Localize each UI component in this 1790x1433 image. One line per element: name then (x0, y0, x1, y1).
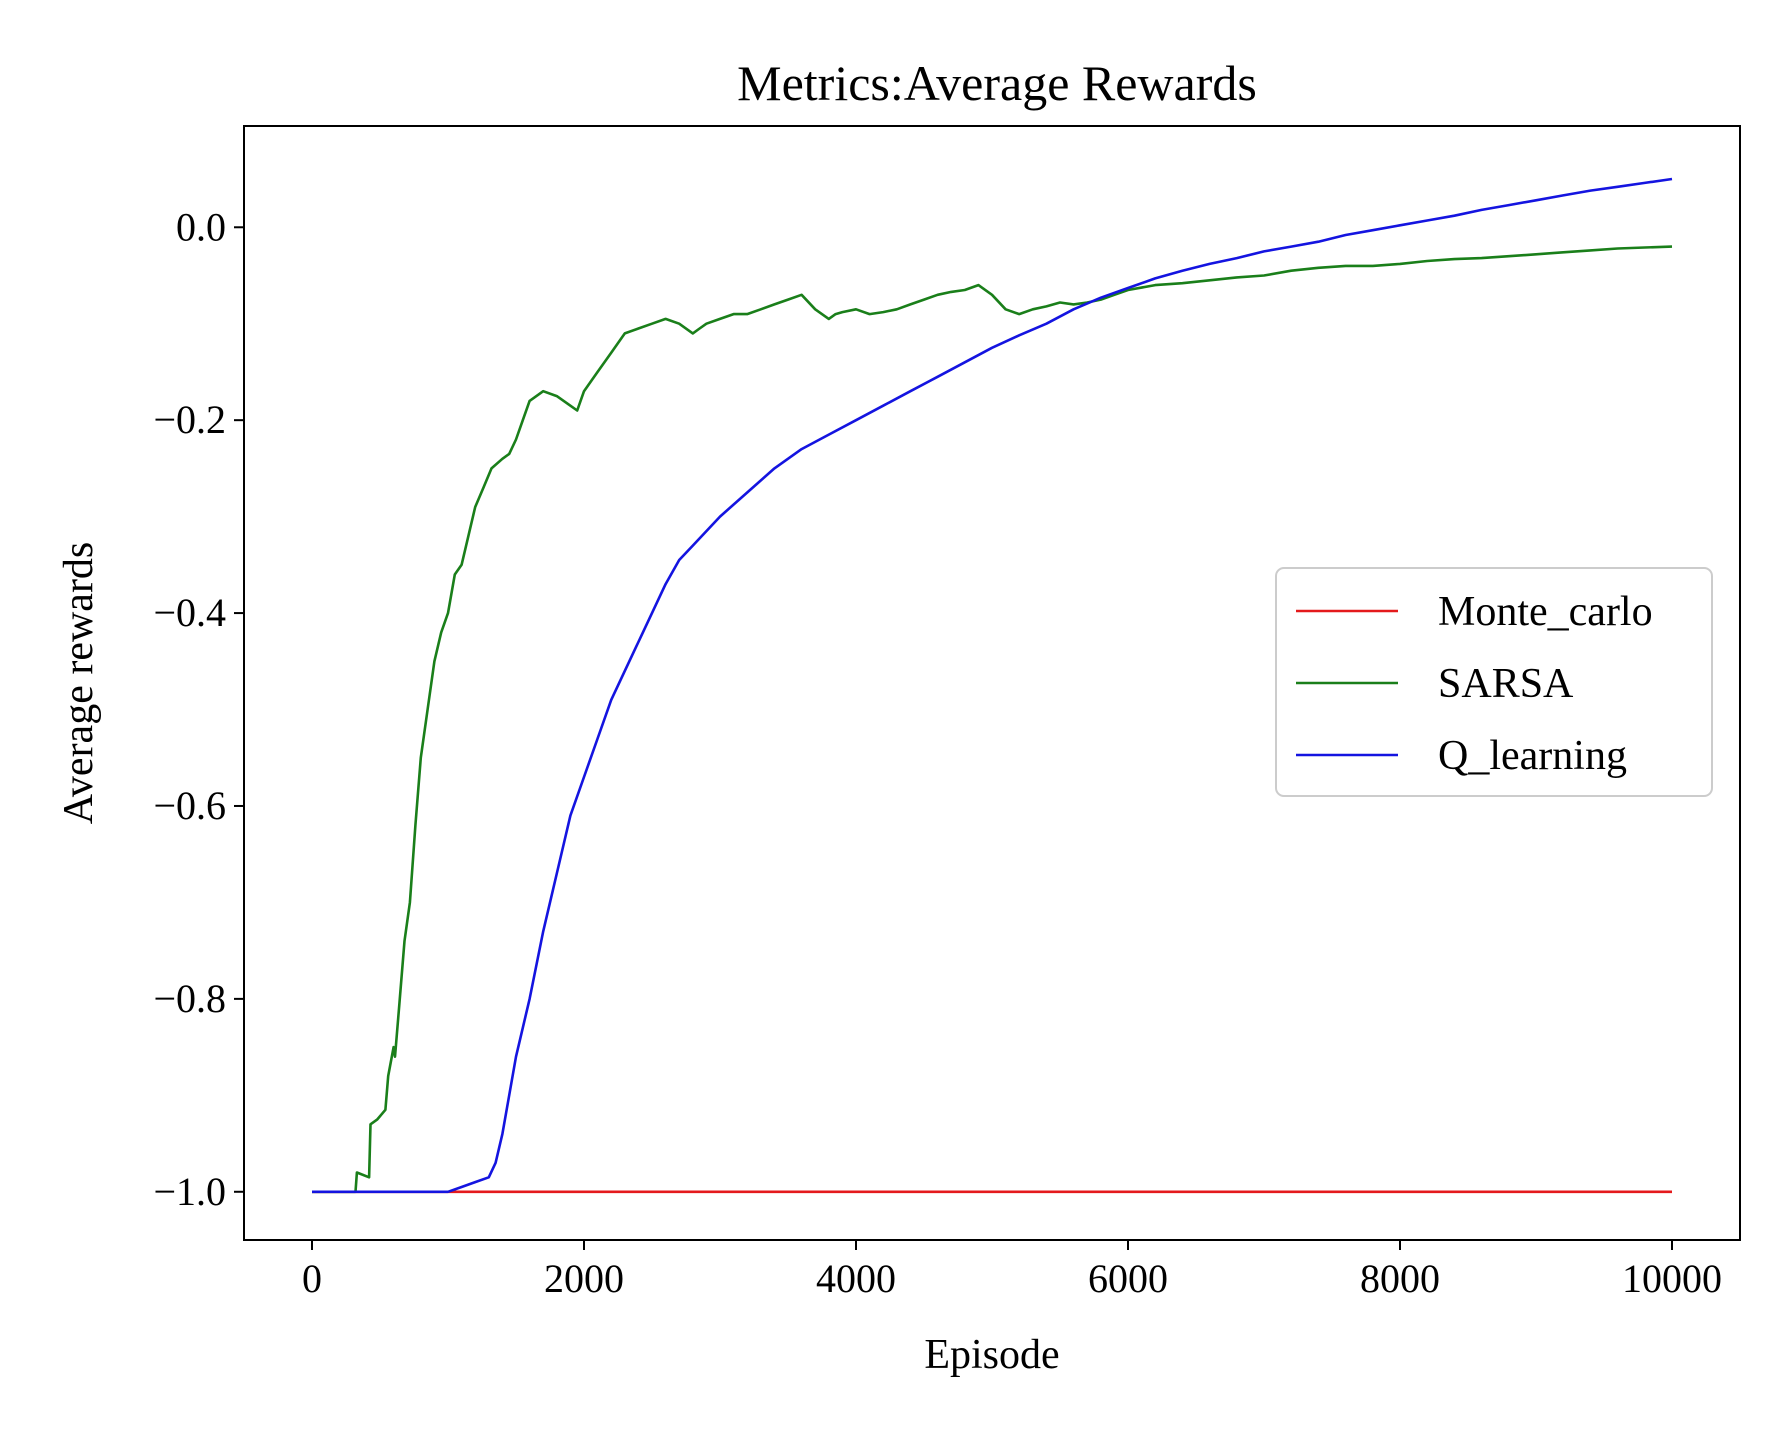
y-tick-label: −0.8 (153, 976, 226, 1021)
y-tick-label: −0.2 (153, 397, 226, 442)
y-axis-label: Average rewards (56, 542, 102, 825)
x-tick-label: 0 (302, 1256, 322, 1301)
x-tick-label: 6000 (1088, 1256, 1168, 1301)
y-axis: −1.0 −0.8 −0.6 −0.4 −0.2 0.0 (153, 204, 244, 1214)
legend-label: SARSA (1438, 661, 1574, 707)
plot-frame (243, 125, 1741, 1241)
x-tick-label: 2000 (544, 1256, 624, 1301)
x-tick-label: 8000 (1360, 1256, 1440, 1301)
legend-frame (1275, 567, 1713, 797)
chart-title: Metrics:Average Rewards (737, 55, 1257, 111)
x-tick-label: 4000 (816, 1256, 896, 1301)
legend: Monte_carlo SARSA Q_learning (1275, 567, 1713, 797)
y-tick-label: −1.0 (153, 1169, 226, 1214)
y-tick-label: −0.6 (153, 783, 226, 828)
legend-label: Q_learning (1438, 733, 1627, 779)
plot-area (243, 125, 1741, 1241)
y-tick-label: −0.4 (153, 590, 226, 635)
series-layer (312, 177, 1673, 1194)
x-tick-label: 10000 (1622, 1256, 1722, 1301)
legend-label: Monte_carlo (1438, 589, 1653, 635)
x-axis-label: Episode (924, 1332, 1059, 1378)
series-line-q-learning (312, 177, 1673, 1194)
y-tick-label: 0.0 (176, 204, 226, 249)
x-axis: 0 2000 4000 6000 8000 10000 (302, 1240, 1722, 1301)
series-line-sarsa (312, 245, 1673, 1194)
